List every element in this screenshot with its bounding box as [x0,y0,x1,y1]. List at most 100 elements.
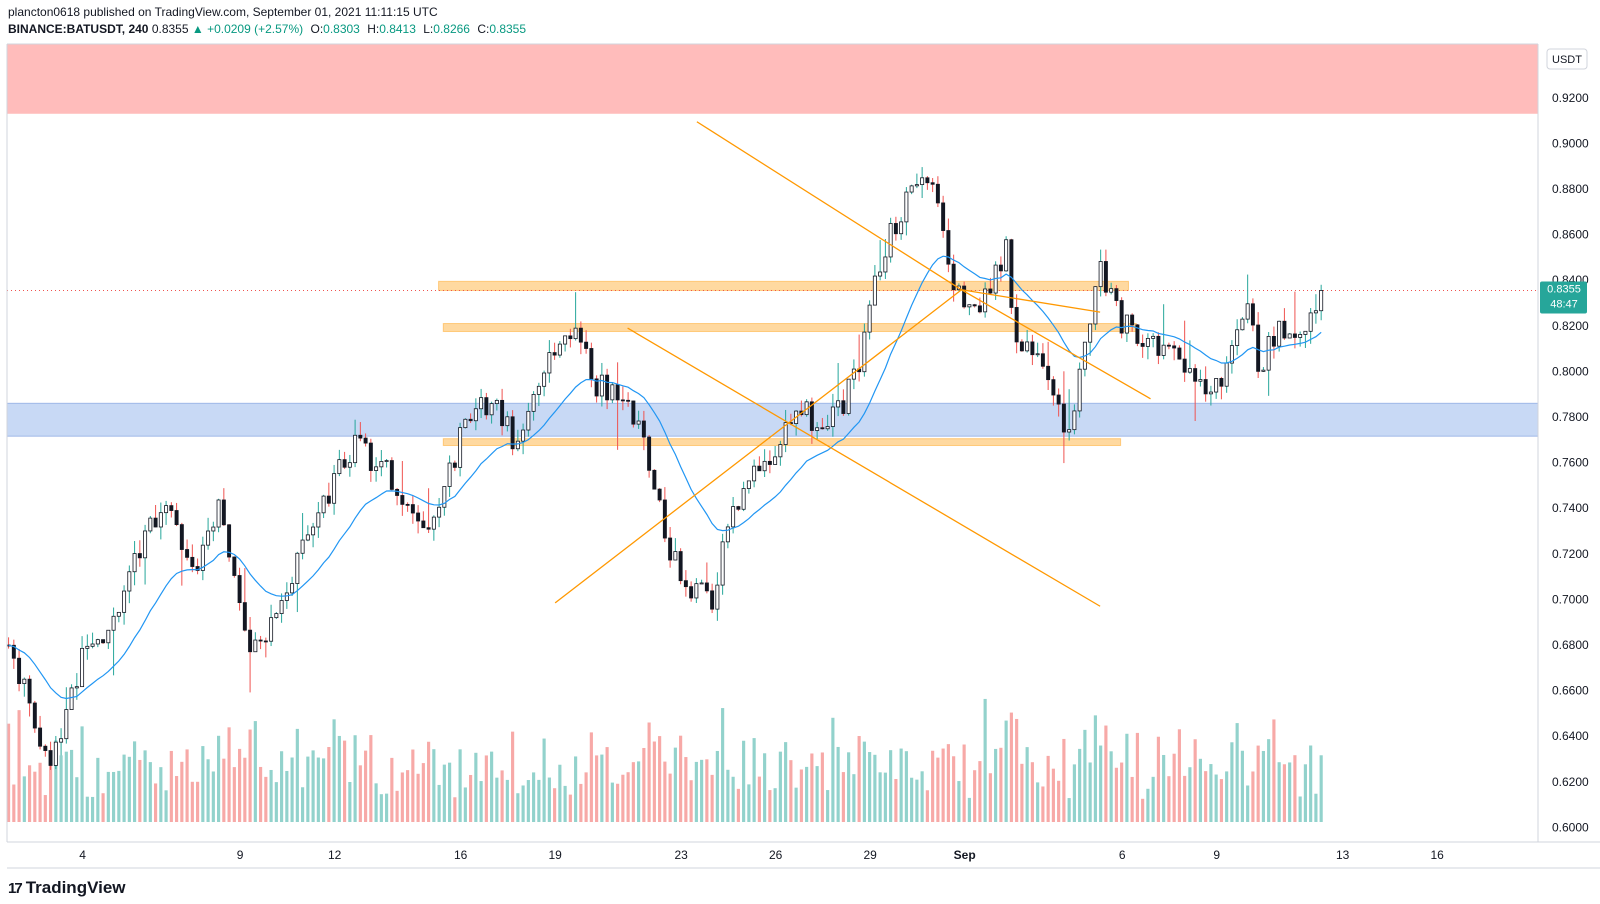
candle-body [615,384,620,401]
tradingview-logo[interactable]: 17 TradingView [8,878,126,898]
volume-bar [1282,764,1286,822]
volume-bar [757,776,761,822]
candle-body [731,506,736,528]
candle [1145,333,1150,360]
candle [321,494,326,519]
volume-bar [595,755,599,822]
volume-bar [490,751,494,822]
candle [820,417,825,430]
volume-bar [1309,745,1313,822]
time-tick-label: 26 [769,848,783,862]
price-tick-label: 0.8200 [1552,319,1589,333]
currency-badge[interactable]: USDT [1546,48,1588,70]
volume-bar [1277,762,1281,822]
volume-bar [143,750,147,822]
symbol-name[interactable]: BINANCE:BATUSDT, 240 [8,22,149,36]
volume-bar [285,770,289,822]
candle [311,522,316,548]
candle-body [783,422,788,445]
candle [1072,404,1077,435]
candle [468,413,473,424]
volume-bar [715,750,719,822]
high-label: H: [367,22,380,36]
volume-bar [1177,729,1181,822]
volume-bar [70,749,74,822]
price-axis[interactable]: 0.92000.90000.88000.86000.84000.82000.80… [1552,91,1589,835]
volume-bar [395,790,399,822]
candle [43,744,48,757]
candle [1261,367,1266,372]
candle [358,422,363,442]
time-axis[interactable]: 4 9 12 16 19 23 26 29 Sep 6 9 13 16 [79,848,1444,862]
candle-body [578,327,583,343]
candle [53,735,58,770]
candle-body [694,583,699,599]
candle-body [1004,239,1009,272]
candle-body [416,512,421,522]
volume-bar [500,770,504,822]
candle [1193,364,1198,422]
candle-body [883,256,888,273]
candle-body [1250,303,1255,326]
candle [930,178,935,193]
candle-body [11,644,16,659]
candle-body [489,403,494,416]
candle-body [1177,347,1182,360]
candle-body [27,678,32,704]
candle [920,167,925,199]
candle [1030,334,1035,366]
volume-bar [684,757,688,822]
volume-bar [474,752,478,822]
candle [1166,342,1171,350]
candle [778,440,783,466]
time-tick-label: Sep [954,848,976,862]
volume-bar [668,773,672,822]
volume-bar [805,766,809,822]
volume-bar [211,771,215,822]
time-tick-label: 16 [1431,848,1445,862]
candle-body [914,184,919,187]
volume-bar [516,793,520,822]
candle [90,632,95,649]
candle-body [626,399,631,402]
candle-body [641,420,646,438]
volume-bar [962,744,966,822]
volume-bar [311,750,315,822]
candle [699,579,704,585]
candle-body [725,526,730,543]
candle-body [332,473,337,504]
volume-bar [994,748,998,822]
volume-bar [127,756,131,822]
candle-body [174,510,179,526]
volume-bar [1198,758,1202,822]
volume-bar [1041,786,1045,822]
candle [216,498,221,533]
volume-bar [841,772,845,822]
volume-bar [600,754,604,822]
volume-bar [1004,720,1008,822]
candle [767,450,772,474]
volume-bar [773,788,777,822]
volume-bar [80,726,84,822]
volume-bar [49,761,53,822]
candles-layer[interactable] [6,167,1324,770]
candle [185,539,190,561]
candle-body [305,534,310,541]
close-value: 0.8355 [489,22,527,36]
candle-body [757,465,762,472]
candle-body [1208,391,1213,395]
candle [878,240,883,281]
candle [815,422,820,440]
candle-body [426,527,431,530]
candle-body [1035,353,1040,356]
candle [1004,236,1009,272]
volume-bar [1072,764,1076,822]
candle-body [363,437,368,444]
candle [137,540,142,567]
tradingview-logo-text: TradingView [25,878,126,897]
volume-bar [957,781,961,822]
candle-body [211,526,216,532]
candle [148,516,153,534]
candle-body [830,406,835,427]
